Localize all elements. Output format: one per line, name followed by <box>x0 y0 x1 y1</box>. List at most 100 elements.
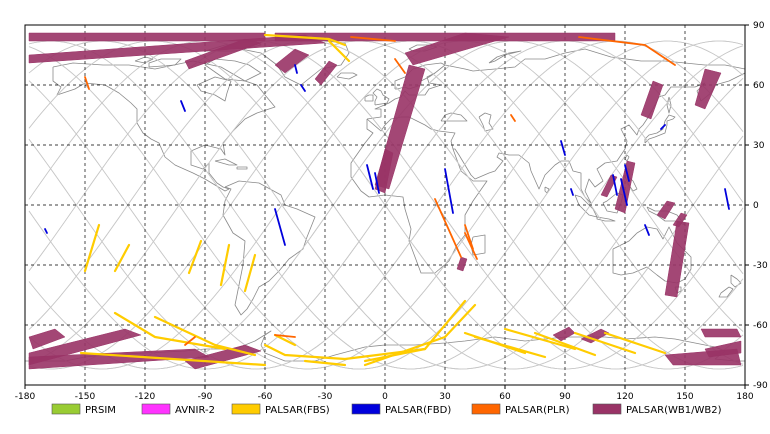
coastline-banks-island <box>134 56 154 64</box>
coastline-ireland <box>364 94 374 102</box>
legend-item: PALSAR(PLR) <box>471 403 570 416</box>
fbs-strip <box>219 243 231 287</box>
fbs-strip <box>153 315 257 357</box>
wb-swath <box>656 200 676 220</box>
plr-strip <box>274 334 296 338</box>
x-tick-label: 90 <box>559 392 571 402</box>
coastline-antarctica <box>25 330 745 362</box>
fbd-strip <box>366 164 374 190</box>
coastline-caspian <box>478 112 494 132</box>
fbd-strip <box>570 188 574 196</box>
legend-swatch <box>592 403 622 415</box>
wb-swath <box>614 160 636 214</box>
legend-swatch <box>141 403 171 415</box>
x-tick-label: 150 <box>676 392 693 402</box>
wb-swath <box>28 328 66 350</box>
fbs-strip <box>83 223 101 273</box>
coastline-novaya-zemlya <box>488 50 522 64</box>
coastline-java <box>596 216 616 222</box>
x-tick-label: 0 <box>382 392 388 402</box>
axis-ticks <box>24 24 749 389</box>
coastline-baffin <box>204 58 262 82</box>
wb-swath <box>700 328 742 338</box>
fbd-strip <box>44 228 48 234</box>
x-tick-label: -150 <box>75 392 96 402</box>
fbd-strip <box>294 64 298 74</box>
strip-layer <box>44 33 730 367</box>
legend-swatch <box>351 403 381 415</box>
fbs-strip <box>573 331 637 355</box>
x-tick-label: 180 <box>736 392 753 402</box>
orbit-track <box>28 40 462 330</box>
fbs-strip <box>187 239 203 275</box>
fbs-strip <box>473 335 547 359</box>
legend-item: PALSAR(WB1/WB2) <box>592 403 722 416</box>
y-tick-label: 0 <box>753 201 759 211</box>
legend-label: PRSIM <box>85 405 116 416</box>
plr-strip <box>434 198 462 258</box>
x-tick-label: -180 <box>15 392 36 402</box>
plr-strip <box>84 76 90 90</box>
fbd-strip <box>274 208 286 246</box>
fbs-strip <box>327 39 351 63</box>
wb-swath <box>314 60 338 86</box>
coastline-hudson-bay <box>196 76 232 102</box>
x-tick-label: -60 <box>258 392 273 402</box>
fbd-strip <box>612 174 618 196</box>
coastline-iceland <box>336 72 358 80</box>
orbit-track <box>28 40 462 307</box>
plr-strip <box>464 224 474 250</box>
coastline-north-america <box>52 60 276 192</box>
coastline-great-britain <box>372 88 390 106</box>
wb-swath <box>28 32 266 42</box>
fbs-strip <box>303 359 347 367</box>
fbd-strip <box>560 140 566 156</box>
coastline-hispaniola <box>236 166 248 170</box>
legend-item: PALSAR(FBS) <box>231 403 330 416</box>
orbit-track <box>28 46 462 370</box>
coastline-japan <box>644 114 676 144</box>
x-tick-label: -90 <box>198 392 213 402</box>
wb-swath <box>664 220 690 298</box>
plr-strip <box>350 36 396 42</box>
wb-swath <box>184 38 262 70</box>
legend-swatch <box>471 403 501 415</box>
wb-swath <box>694 68 722 110</box>
coastline-australia <box>612 226 692 284</box>
coastline-cuba <box>214 158 238 166</box>
legend-label: PALSAR(PLR) <box>505 405 570 416</box>
plr-strip <box>464 232 478 260</box>
legend-label: PALSAR(FBS) <box>265 405 330 416</box>
fbd-strip <box>660 124 666 130</box>
plr-strip <box>184 336 196 346</box>
fbs-strip <box>363 303 477 367</box>
fbs-strip <box>603 331 667 355</box>
orbit-track <box>28 139 462 370</box>
fbs-strip <box>503 327 577 351</box>
x-tick-label: -120 <box>135 392 156 402</box>
fbd-strip <box>624 164 630 182</box>
fbs-strip <box>243 253 257 293</box>
fbs-strip <box>79 351 267 367</box>
y-axis-labels: 90 60 30 0 -30 -60 -90 <box>753 21 768 391</box>
y-tick-label: 90 <box>753 21 765 31</box>
orbit-track <box>28 57 462 370</box>
x-tick-label: 30 <box>439 392 451 402</box>
orbit-track <box>28 40 462 370</box>
fbs-strip <box>263 343 427 361</box>
legend-label: AVNIR-2 <box>175 405 215 416</box>
legend-swatch <box>231 403 261 415</box>
wb-swath <box>456 256 468 272</box>
legend-item: PRSIM <box>51 403 116 416</box>
plr-strip <box>578 36 676 66</box>
wb-swath <box>374 148 394 194</box>
fbs-strip <box>113 243 131 273</box>
legend-item: PALSAR(FBD) <box>351 403 451 416</box>
fbd-strip <box>300 84 306 92</box>
fbd-strip <box>644 224 650 236</box>
y-tick-label: -30 <box>753 261 768 271</box>
legend: PRSIM AVNIR-2 PALSAR(FBS) PALSAR(FBD) PALSAR… <box>51 403 722 416</box>
